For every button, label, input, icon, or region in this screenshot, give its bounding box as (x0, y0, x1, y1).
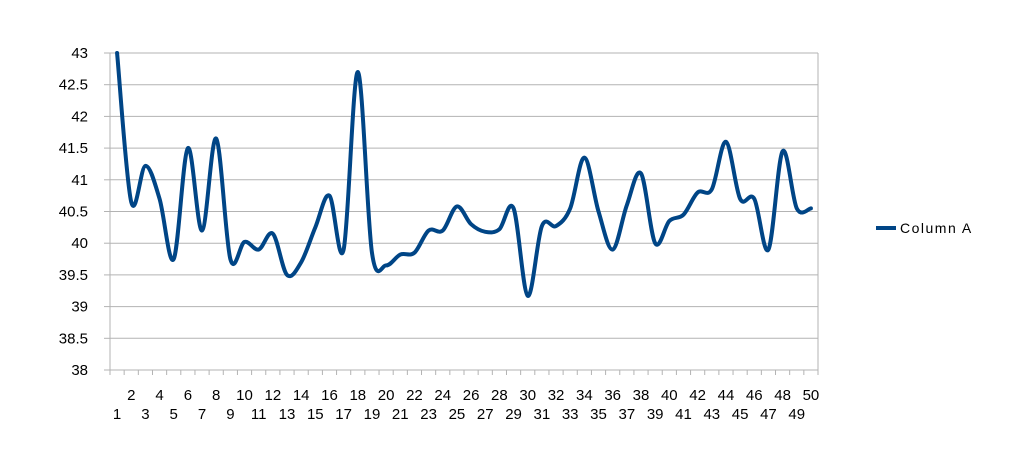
x-tick-label: 16 (321, 387, 338, 404)
x-tick-label: 2 (127, 387, 135, 404)
legend: Column A (876, 220, 973, 236)
x-axis-ticks: 1234567891011121314151617181920212223242… (113, 387, 819, 423)
x-tick-label: 39 (647, 406, 664, 423)
x-tick-label: 26 (463, 387, 480, 404)
x-tick-label: 6 (184, 387, 192, 404)
x-tick-label: 8 (212, 387, 220, 404)
y-tick-label: 38.5 (59, 330, 88, 347)
x-tick-label: 4 (155, 387, 163, 404)
x-tick-label: 12 (264, 387, 281, 404)
x-tick-label: 3 (141, 406, 149, 423)
x-tick-label: 7 (198, 406, 206, 423)
x-tick-label: 38 (633, 387, 650, 404)
x-tick-label: 41 (675, 406, 692, 423)
x-tick-label: 15 (307, 406, 324, 423)
x-tick-label: 27 (477, 406, 494, 423)
series-lines (115, 51, 813, 298)
x-tick-label: 24 (434, 387, 451, 404)
x-tick-label: 40 (661, 387, 678, 404)
x-tick-label: 14 (293, 387, 310, 404)
x-tick-label: 11 (251, 406, 267, 423)
x-tick-label: 36 (604, 387, 621, 404)
y-tick-label: 39.5 (59, 267, 88, 284)
x-tick-label: 48 (774, 387, 791, 404)
x-tick-label: 10 (236, 387, 253, 404)
y-tick-label: 39 (71, 299, 88, 316)
x-tick-label: 44 (718, 387, 735, 404)
x-tick-label: 22 (406, 387, 423, 404)
x-tick-label: 47 (760, 406, 777, 423)
x-tick-label: 19 (364, 406, 381, 423)
y-tick-label: 42.5 (59, 77, 88, 94)
x-tick-label: 43 (703, 406, 720, 423)
y-tick-label: 42 (71, 108, 88, 125)
x-tick-label: 29 (505, 406, 522, 423)
x-tick-label: 42 (689, 387, 706, 404)
y-tick-label: 41 (71, 172, 88, 189)
x-tick-label: 31 (534, 406, 551, 423)
x-tick-label: 9 (226, 406, 234, 423)
x-tick-label: 17 (335, 406, 352, 423)
legend-label: Column A (900, 220, 973, 236)
y-tick-label: 40.5 (59, 204, 88, 221)
x-tick-label: 45 (732, 406, 749, 423)
x-tick-label: 5 (170, 406, 178, 423)
x-tick-label: 46 (746, 387, 763, 404)
y-tick-label: 43 (71, 45, 88, 62)
x-tick-label: 28 (491, 387, 508, 404)
x-tick-label: 23 (420, 406, 437, 423)
x-tick-label: 13 (279, 406, 296, 423)
x-tick-label: 35 (590, 406, 607, 423)
y-tick-label: 40 (71, 235, 88, 252)
x-tick-label: 20 (378, 387, 395, 404)
x-tick-label: 34 (576, 387, 593, 404)
x-tick-label: 21 (392, 406, 409, 423)
series-line-column-a (115, 51, 813, 298)
axes (104, 52, 819, 375)
x-tick-label: 30 (519, 387, 536, 404)
x-tick-label: 32 (548, 387, 565, 404)
y-tick-label: 38 (71, 362, 88, 379)
y-axis-ticks: 38 38.5 39 39.5 40 40.5 41 41.5 42 42.5 43 (59, 45, 88, 379)
x-tick-label: 25 (449, 406, 466, 423)
x-tick-label: 37 (618, 406, 635, 423)
x-tick-label: 18 (349, 387, 366, 404)
x-tick-label: 33 (562, 406, 579, 423)
y-tick-label: 41.5 (59, 140, 88, 157)
x-tick-label: 49 (788, 406, 805, 423)
x-tick-label: 50 (803, 387, 820, 404)
x-tick-label: 1 (113, 406, 121, 423)
